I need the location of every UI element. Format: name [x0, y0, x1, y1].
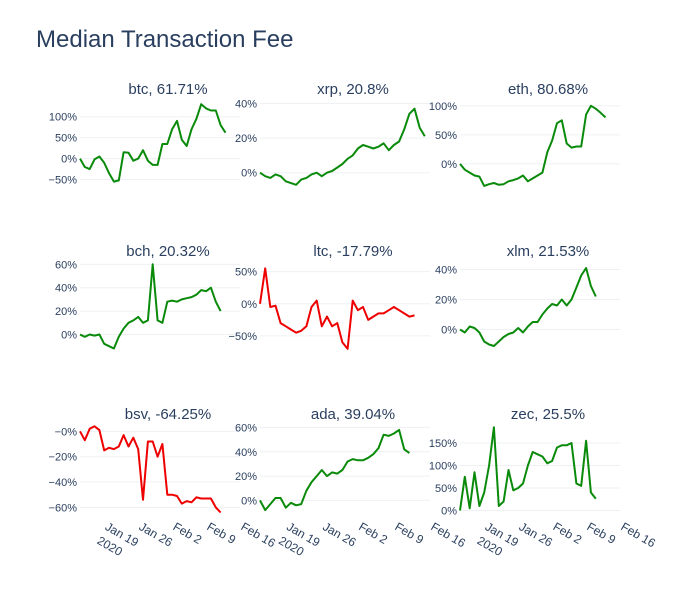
y-tick-label: 0% [241, 495, 257, 507]
x-tick-label: Feb 2 [171, 519, 205, 547]
series-line [459, 267, 597, 347]
panel-title: ltc, -17.79% [313, 243, 392, 260]
x-tick-label: Feb 16 [239, 519, 279, 550]
y-tick-label: 0% [441, 506, 457, 518]
y-tick-label: 150% [429, 438, 457, 450]
y-tick-label: 40% [435, 265, 457, 277]
panel-3: bch, 20.32% 0% 20% 40% 60% [55, 243, 240, 350]
y-tick-label: 0% [441, 325, 457, 337]
panel-title: xlm, 21.53% [507, 243, 590, 260]
y-tick-label: 50% [435, 483, 457, 495]
series-line [79, 103, 227, 183]
y-tick-label: 0% [61, 329, 77, 341]
x-tick-label: Jan 26 [320, 519, 358, 549]
y-tick-label: −50% [229, 331, 258, 343]
x-tick-label: Feb 9 [205, 519, 239, 547]
x-tick-label: Feb 16 [429, 519, 469, 550]
series-line [459, 104, 607, 187]
panel-title: ada, 39.04% [311, 406, 395, 423]
series-line [459, 426, 597, 511]
y-tick-label: 40% [235, 447, 257, 459]
y-tick-label: 20% [435, 295, 457, 307]
y-tick-label: 0% [241, 168, 257, 180]
panel-title: bch, 20.32% [126, 243, 209, 260]
panel-title: eth, 80.68% [508, 81, 588, 98]
x-tick-label: Feb 9 [585, 519, 619, 547]
y-tick-label: 40% [235, 98, 257, 110]
y-tick-label: 0% [61, 154, 77, 166]
y-tick-label: 100% [429, 101, 457, 113]
panel-title: btc, 61.71% [128, 81, 207, 98]
panel-title: xrp, 20.8% [317, 81, 389, 98]
x-tick-label: Feb 16 [619, 519, 659, 550]
panel-title: bsv, -64.25% [125, 406, 211, 423]
y-tick-label: −20% [49, 452, 78, 464]
panel-0: btc, 61.71% −50% 0% 50% 100% [49, 81, 240, 187]
panel-1: xrp, 20.8% 0% 20% 40% [235, 81, 430, 186]
y-tick-label: −40% [49, 477, 78, 489]
panel-title: zec, 25.5% [511, 406, 585, 423]
series-line [259, 428, 410, 512]
y-tick-label: 100% [429, 461, 457, 473]
panel-5: xlm, 21.53% 0% 20% 40% [435, 243, 620, 347]
x-tick-label: Jan 26 [137, 519, 175, 549]
y-tick-label: 20% [55, 306, 77, 318]
series-line [259, 267, 415, 350]
y-tick-label: 0% [441, 159, 457, 171]
y-tick-label: 40% [55, 283, 77, 295]
y-tick-label: 50% [435, 130, 457, 142]
y-tick-label: −0% [55, 426, 78, 438]
panel-2: eth, 80.68% 0% 50% 100% [429, 81, 620, 187]
y-tick-label: 100% [49, 112, 77, 124]
y-tick-label: 50% [55, 133, 77, 145]
y-tick-label: 50% [235, 267, 257, 279]
x-tick-label: Jan 26 [517, 519, 555, 549]
y-tick-label: −60% [49, 502, 78, 514]
y-tick-label: 20% [235, 471, 257, 483]
series-line [79, 263, 222, 350]
x-tick-label: Feb 2 [356, 519, 390, 547]
y-tick-label: 20% [235, 133, 257, 145]
panel-4: ltc, -17.79% −50% 0% 50% [229, 243, 430, 350]
y-tick-label: 60% [55, 259, 77, 271]
x-tick-label: Feb 2 [551, 519, 585, 547]
figure-title: Median Transaction Fee [36, 26, 294, 53]
x-tick-label: Feb 9 [392, 519, 426, 547]
y-tick-label: −50% [49, 175, 78, 187]
series-line [259, 107, 426, 186]
y-tick-label: 0% [241, 299, 257, 311]
series-line [79, 425, 222, 514]
y-tick-label: 60% [235, 422, 257, 434]
